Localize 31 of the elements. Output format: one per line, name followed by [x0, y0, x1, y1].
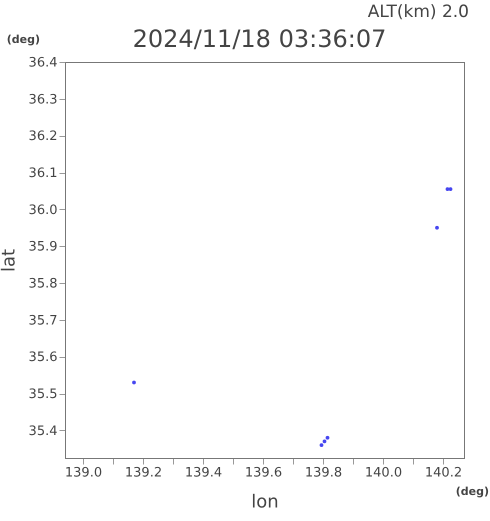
- y-tick-label: 35.9: [28, 240, 58, 255]
- y-tick-label: 35.7: [28, 313, 58, 328]
- x-tick-label: 139.8: [304, 466, 342, 480]
- y-tick-label: 35.5: [28, 387, 58, 402]
- y-tick-label: 35.8: [28, 276, 58, 292]
- x-axis-title: lon: [251, 492, 279, 512]
- y-tick-label: 36.1: [28, 166, 58, 182]
- y-tick-label: 36.3: [28, 92, 58, 108]
- y-tick-label: 36.4: [28, 56, 58, 70]
- y-tick-label: 35.4: [28, 424, 58, 439]
- y-tick-label: 36.0: [28, 202, 58, 218]
- point: [446, 187, 450, 191]
- x-tick-label: 140.2: [424, 466, 462, 480]
- text: (deg): [456, 485, 489, 498]
- point: [326, 436, 330, 440]
- text: ALT(km) 2.0: [368, 2, 469, 22]
- x-tick-label: 140.0: [364, 466, 402, 480]
- point: [322, 440, 326, 444]
- x-tick-label: 139.2: [124, 466, 162, 480]
- text: (deg): [6, 33, 40, 46]
- x-tick-label: 139.0: [64, 466, 102, 480]
- point: [132, 380, 136, 384]
- point: [448, 187, 452, 191]
- y-tick-label: 36.2: [28, 129, 58, 144]
- y-tick-label: 35.6: [28, 350, 58, 366]
- x-tick-label: 139.4: [184, 466, 222, 480]
- point: [435, 226, 439, 230]
- chart-title: 2024/11/18 03:36:07: [132, 25, 386, 53]
- point: [320, 443, 324, 447]
- y-axis-title: lat: [0, 248, 20, 272]
- x-tick-label: 139.6: [244, 466, 282, 480]
